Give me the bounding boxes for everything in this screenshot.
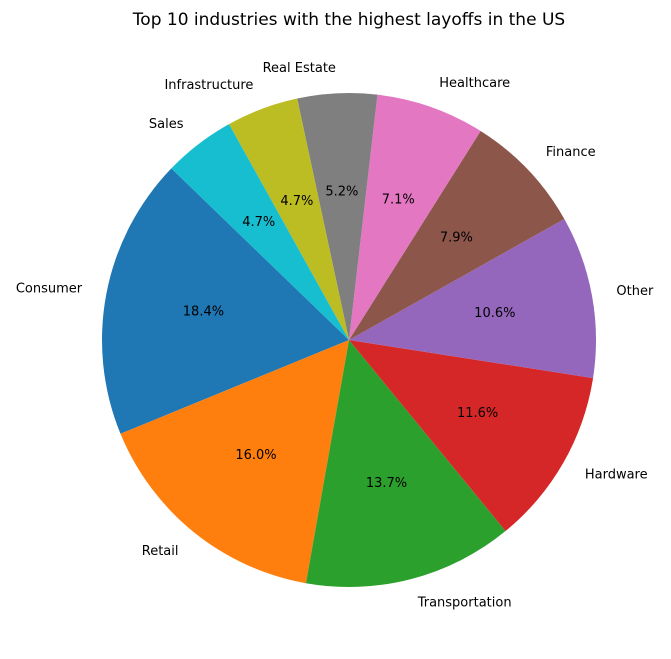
pie-slice-finance [349,130,565,340]
pie-slice-infrastructure [229,98,349,341]
pie-slices [102,93,596,588]
category-label: Hardware [585,467,648,482]
percent-label: 10.6% [474,306,515,321]
pie-slice-healthcare [349,94,481,340]
pie-slice-sales [171,124,349,341]
pie-slice-real-estate [297,93,378,341]
pie-slice-retail [120,340,349,584]
percent-label: 18.4% [183,305,224,320]
category-label: Healthcare [439,76,510,91]
category-label: Sales [149,117,184,132]
percent-label: 4.7% [280,194,313,209]
percent-label: 4.7% [242,215,275,230]
chart-title: Top 10 industries with the highest layof… [132,10,565,30]
pie-slice-consumer [102,168,350,434]
category-label: Real Estate [263,61,336,76]
category-label: Retail [142,544,179,559]
percent-label: 11.6% [457,406,498,421]
category-label: Infrastructure [164,78,253,93]
category-labels: Consumer Retail Transportation Hardware Othe… [16,61,654,610]
percent-label: 7.1% [382,193,415,208]
category-label: Consumer [16,281,83,296]
percent-label: 5.2% [325,184,358,199]
pie-slice-hardware [349,340,594,532]
percent-labels: 18.4% 16.0% 13.7% 11.6% 10.6% 7.9% 7.1% 5.2% 4.7… [183,184,516,490]
percent-label: 7.9% [440,230,473,245]
pie-slice-other [349,218,596,379]
category-label: Transportation [417,595,512,610]
category-label: Finance [546,145,596,160]
percent-label: 16.0% [235,448,276,463]
percent-label: 13.7% [366,476,407,491]
pie-slice-transportation [305,340,506,588]
category-label: Other [616,284,654,299]
